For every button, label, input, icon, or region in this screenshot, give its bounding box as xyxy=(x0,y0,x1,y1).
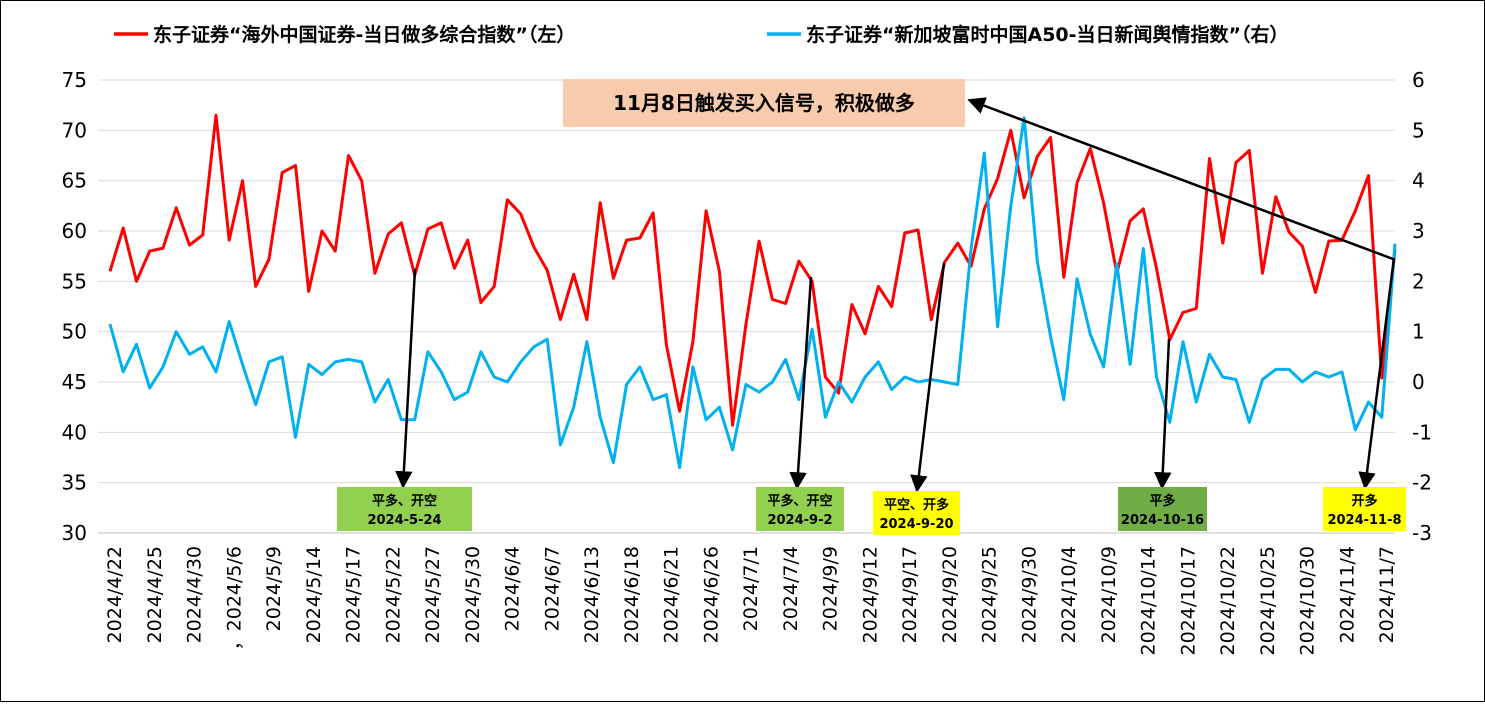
annotation-arrow xyxy=(395,268,417,489)
left-y-tick-label: 70 xyxy=(62,118,87,142)
callout-arrow xyxy=(967,97,1394,261)
left-y-tick-label: 55 xyxy=(62,269,87,293)
annotation-box-5: 开多 2024-11-8 xyxy=(1323,487,1406,531)
x-tick-label: ，2024/5/6 xyxy=(223,546,245,650)
x-axis: 2024/4/22 2024/4/25 2024/4/30 ，2024/5/6 2024… xyxy=(98,532,1398,656)
legend: 东子证券“海外中国证券-当日做多综合指数”（左） 东子证券“新加坡富时中国A50-… xyxy=(114,23,1289,46)
annotation-background xyxy=(873,491,960,535)
annotation-box-2: 平多、开空 2024-9-2 xyxy=(756,487,844,531)
annotation-background xyxy=(756,487,844,531)
x-tick-label: 2024/9/20 xyxy=(939,546,961,643)
left-y-tick-label: 50 xyxy=(62,320,87,344)
annotation-box-1: 平多、开空 2024-5-24 xyxy=(337,487,472,531)
annotation-date: 2024-9-20 xyxy=(879,517,953,532)
x-tick-label: 2024/10/25 xyxy=(1257,546,1279,656)
callout-text: 11月8日触发买入信号，积极做多 xyxy=(613,91,915,115)
series-lines xyxy=(108,113,1397,470)
annotation-arrow xyxy=(789,276,813,490)
annotation-background xyxy=(1323,487,1406,531)
x-tick-label: 2024/6/21 xyxy=(661,546,683,643)
x-tick-label: 2024/5/30 xyxy=(462,546,484,643)
annotation-date: 2024-10-16 xyxy=(1121,513,1204,528)
annotation-box-4: 平多 2024-10-16 xyxy=(1118,487,1207,531)
right-y-tick-label: 6 xyxy=(1412,68,1425,92)
right-y-tick-label: 4 xyxy=(1412,169,1425,193)
x-tick-label: 2024/5/17 xyxy=(343,546,365,643)
x-tick-label: 2024/6/18 xyxy=(621,546,643,643)
legend-label-2: 东子证券“新加坡富时中国A50-当日新闻舆情指数”（右） xyxy=(806,23,1289,46)
x-tick-label: 2024/4/30 xyxy=(184,546,206,643)
x-tick-label: 2024/11/4 xyxy=(1336,546,1358,643)
x-tick-label: 2024/10/14 xyxy=(1138,546,1160,656)
x-tick-label: 2024/4/25 xyxy=(144,546,166,643)
annotation-date: 2024-11-8 xyxy=(1327,513,1401,528)
right-y-axis: -3 -2 -1 0 1 2 3 4 5 6 xyxy=(1412,68,1432,545)
x-tick-label: 2024/9/25 xyxy=(979,546,1001,643)
x-tick-label: 2024/10/17 xyxy=(1177,546,1199,656)
annotation-action: 平空、开多 xyxy=(884,497,949,513)
annotation-action: 平多、开空 xyxy=(372,493,437,509)
x-tick-label: 2024/10/22 xyxy=(1217,546,1239,656)
x-tick-label: 2024/5/9 xyxy=(263,546,285,631)
x-tick-label: 2024/7/4 xyxy=(780,546,802,631)
right-y-tick-label: -2 xyxy=(1412,471,1432,495)
callout: 11月8日触发买入信号，积极做多 xyxy=(563,79,1394,261)
annotation-arrows xyxy=(395,257,1396,493)
annotations: 平多、开空 2024-5-24 平多、开空 2024-9-2 平空、开多 2024-9-2… xyxy=(337,487,1406,535)
right-y-tick-label: 0 xyxy=(1412,370,1425,394)
right-y-tick-label: 2 xyxy=(1412,269,1425,293)
annotation-arrow xyxy=(1153,338,1172,490)
x-tick-label: 2024/9/12 xyxy=(859,546,881,643)
series-line-1 xyxy=(108,113,1397,427)
annotation-action: 开多 xyxy=(1351,493,1377,509)
x-tick-label: 2024/11/7 xyxy=(1376,546,1398,643)
callout-background xyxy=(563,79,965,127)
x-tick-label: 2024/7/1 xyxy=(740,546,762,631)
left-y-axis: 30 35 40 45 50 55 60 65 70 75 xyxy=(62,68,87,545)
right-y-tick-label: -1 xyxy=(1412,420,1432,444)
left-y-tick-label: 60 xyxy=(62,219,87,243)
left-y-tick-label: 65 xyxy=(62,169,87,193)
right-y-tick-label: 1 xyxy=(1412,320,1425,344)
x-tick-label: 2024/10/30 xyxy=(1297,546,1319,656)
x-tick-label: 2024/5/22 xyxy=(382,546,404,643)
annotation-action: 平多 xyxy=(1149,493,1175,509)
x-tick-label: 2024/6/26 xyxy=(700,546,722,643)
left-y-tick-label: 40 xyxy=(62,420,87,444)
x-tick-label: 2024/9/30 xyxy=(1018,546,1040,643)
left-y-tick-label: 30 xyxy=(62,521,87,545)
x-tick-label: 2024/4/22 xyxy=(104,546,126,643)
x-tick-label: 2024/10/9 xyxy=(1098,546,1120,643)
x-tick-label: 2024/6/13 xyxy=(581,546,603,643)
annotation-date: 2024-5-24 xyxy=(367,513,441,528)
annotation-action: 平多、开空 xyxy=(767,493,832,509)
legend-label-1: 东子证券“海外中国证券-当日做多综合指数”（左） xyxy=(153,23,575,46)
left-y-tick-label: 75 xyxy=(62,68,87,92)
left-y-tick-label: 35 xyxy=(62,471,87,495)
annotation-background xyxy=(337,487,472,531)
x-tick-label: 2024/9/9 xyxy=(820,546,842,631)
annotation-arrow xyxy=(1358,257,1396,490)
x-tick-label: 2024/5/14 xyxy=(303,546,325,643)
right-y-tick-label: 5 xyxy=(1412,118,1425,142)
x-tick-label: 2024/6/4 xyxy=(502,546,524,631)
series-line-2 xyxy=(108,116,1397,470)
annotation-arrow xyxy=(910,262,946,493)
x-tick-label: 2024/5/27 xyxy=(422,546,444,643)
x-tick-label: 2024/9/17 xyxy=(899,546,921,643)
annotation-background xyxy=(1118,487,1207,531)
x-tick-label: 2024/10/4 xyxy=(1058,546,1080,643)
right-y-tick-label: -3 xyxy=(1412,521,1432,545)
annotation-date: 2024-9-2 xyxy=(767,513,832,528)
right-y-tick-label: 3 xyxy=(1412,219,1425,243)
x-tick-label: 2024/6/7 xyxy=(541,546,563,631)
left-y-tick-label: 45 xyxy=(62,370,87,394)
gridlines xyxy=(98,79,1395,534)
annotation-box-3: 平空、开多 2024-9-20 xyxy=(873,491,960,535)
